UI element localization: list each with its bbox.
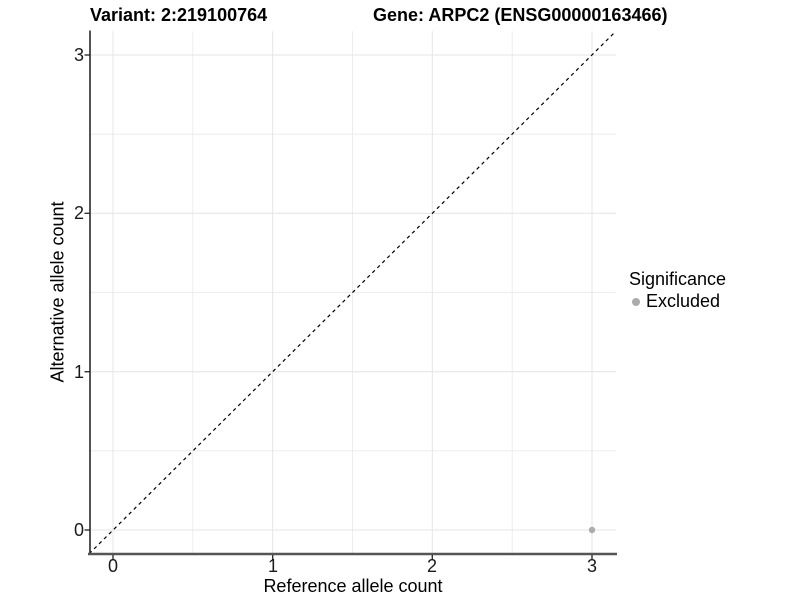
x-tick-label-0: 0 (107, 556, 118, 576)
legend-title: Significance (629, 269, 727, 289)
x-tick-label-2: 2 (426, 556, 437, 576)
y-tick-label-2: 2 (73, 203, 84, 223)
y-tick-label-0: 0 (73, 520, 84, 540)
x-tick-label-3: 3 (586, 556, 597, 576)
x-tick-label-1: 1 (267, 556, 278, 576)
identity-reference-line (88, 30, 617, 555)
y-axis-title: Alternative allele count (47, 201, 68, 383)
legend-point-icon (632, 297, 640, 306)
plot-title-gene: Gene: ARPC2 (ENSG00000163466) (373, 5, 668, 25)
y-axis-ticks (84, 54, 90, 531)
x-axis-ticks (112, 555, 593, 560)
plot-title-variant: Variant: 2:219100764 (90, 5, 268, 25)
grid-major (89, 31, 616, 554)
legend-entry-excluded: Excluded (629, 292, 726, 311)
x-axis-title: Reference allele count (263, 576, 443, 596)
data-point (588, 526, 596, 534)
y-tick-label-3: 3 (73, 45, 84, 65)
y-tick-label-1: 1 (73, 362, 84, 382)
legend-entry-label: Excluded (646, 291, 721, 311)
grid-minor (89, 31, 616, 554)
legend: Significance Excluded (629, 270, 726, 311)
